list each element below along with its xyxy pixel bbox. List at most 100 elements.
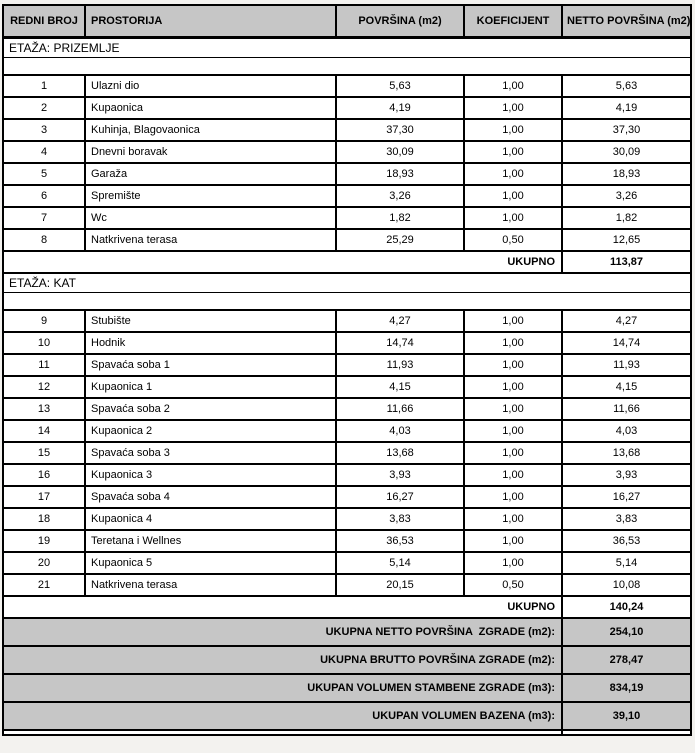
table-row: 1 Ulazni dio 5,63 1,00 5,63 [2,74,692,98]
area-cell: 3,83 [335,507,465,531]
row-number-cell: 16 [2,463,86,487]
table-row: 6 Spremište 3,26 1,00 3,26 [2,184,692,208]
table-row: 4 Dnevni boravak 30,09 1,00 30,09 [2,140,692,164]
area-table: REDNI BROJ PROSTORIJA POVRŠINA (m2) KOEF… [2,4,692,736]
coefficient-cell: 1,00 [463,74,563,98]
net-area-cell: 3,83 [561,507,692,531]
row-number-cell: 21 [2,573,86,597]
table-row: 9 Stubište 4,27 1,00 4,27 [2,309,692,333]
row-number-cell: 11 [2,353,86,377]
area-cell: 5,14 [335,551,465,575]
room-name-cell: Dnevni boravak [84,140,337,164]
area-cell: 16,27 [335,485,465,509]
summary-label: UKUPAN VOLUMEN STAMBENE ZGRADE (m3): [2,673,563,703]
spacer-row [2,292,692,311]
room-name-cell: Spavaća soba 3 [84,441,337,465]
net-area-cell: 36,53 [561,529,692,553]
table-row: 20 Kupaonica 5 5,14 1,00 5,14 [2,551,692,575]
row-number-cell: 1 [2,74,86,98]
kat-total: UKUPNO 140,24 [2,595,692,619]
section-title-prizemlje: ETAŽA: PRIZEMLJE [2,36,692,58]
total-value: 113,87 [561,250,692,274]
net-area-cell: 3,26 [561,184,692,208]
room-name-cell: Spavaća soba 1 [84,353,337,377]
table-bottom-edge [2,729,692,736]
room-name-cell: Kuhinja, Blagovaonica [84,118,337,142]
coefficient-cell: 0,50 [463,573,563,597]
summary-value: 254,10 [561,617,692,647]
room-name-cell: Kupaonica 3 [84,463,337,487]
summary-row: UKUPNA BRUTTO POVRŠINA ZGRADE (m2): 278,… [2,645,692,675]
row-number-cell: 20 [2,551,86,575]
room-name-cell: Stubište [84,309,337,333]
coefficient-cell: 1,00 [463,118,563,142]
area-cell: 13,68 [335,441,465,465]
summary-value: 39,10 [561,701,692,731]
col-header-redni-broj: REDNI BROJ [2,4,86,39]
table-row: 21 Natkrivena terasa 20,15 0,50 10,08 [2,573,692,597]
table-row: 10 Hodnik 14,74 1,00 14,74 [2,331,692,355]
coefficient-cell: 1,00 [463,441,563,465]
net-area-cell: 4,19 [561,96,692,120]
kat-rows: 9 Stubište 4,27 1,00 4,27 10 Hodnik 14,7… [2,309,692,597]
spacer-cell [2,57,692,76]
bottom-edge-cell [561,729,692,736]
area-cell: 4,19 [335,96,465,120]
row-number-cell: 9 [2,309,86,333]
area-cell: 36,53 [335,529,465,553]
col-header-netto-povrsina: NETTO POVRŠINA (m2) [561,4,692,39]
room-name-cell: Teretana i Wellnes [84,529,337,553]
area-cell: 4,03 [335,419,465,443]
section-title-kat: ETAŽA: KAT [2,272,692,293]
table-row: 17 Spavaća soba 4 16,27 1,00 16,27 [2,485,692,509]
net-area-cell: 11,66 [561,397,692,421]
total-value: 140,24 [561,595,692,619]
row-number-cell: 2 [2,96,86,120]
net-area-cell: 37,30 [561,118,692,142]
col-header-povrsina: POVRŠINA (m2) [335,4,465,39]
net-area-cell: 30,09 [561,140,692,164]
bottom-edge-cell [2,729,563,736]
table-row: 19 Teretana i Wellnes 36,53 1,00 36,53 [2,529,692,553]
coefficient-cell: 1,00 [463,397,563,421]
row-number-cell: 8 [2,228,86,252]
summary-row: UKUPAN VOLUMEN BAZENA (m3): 39,10 [2,701,692,731]
summary-label: UKUPAN VOLUMEN BAZENA (m3): [2,701,563,731]
room-name-cell: Hodnik [84,331,337,355]
section-prizemlje-header: ETAŽA: PRIZEMLJE [2,36,692,76]
table-row: 16 Kupaonica 3 3,93 1,00 3,93 [2,463,692,487]
row-number-cell: 18 [2,507,86,531]
room-name-cell: Natkrivena terasa [84,573,337,597]
bottom-edge-row [2,729,692,736]
row-number-cell: 4 [2,140,86,164]
coefficient-cell: 0,50 [463,228,563,252]
net-area-cell: 13,68 [561,441,692,465]
total-label: UKUPNO [2,595,563,619]
coefficient-cell: 1,00 [463,96,563,120]
net-area-cell: 5,14 [561,551,692,575]
net-area-cell: 18,93 [561,162,692,186]
row-number-cell: 15 [2,441,86,465]
row-number-cell: 10 [2,331,86,355]
coefficient-cell: 1,00 [463,353,563,377]
row-number-cell: 6 [2,184,86,208]
summary-value: 834,19 [561,673,692,703]
net-area-cell: 4,15 [561,375,692,399]
net-area-cell: 3,93 [561,463,692,487]
section-kat-header: ETAŽA: KAT [2,272,692,311]
room-name-cell: Spavaća soba 2 [84,397,337,421]
coefficient-cell: 1,00 [463,485,563,509]
table-row: 3 Kuhinja, Blagovaonica 37,30 1,00 37,30 [2,118,692,142]
room-name-cell: Spremište [84,184,337,208]
header-row: REDNI BROJ PROSTORIJA POVRŠINA (m2) KOEF… [2,4,692,39]
area-cell: 5,63 [335,74,465,98]
row-number-cell: 19 [2,529,86,553]
prizemlje-total-row: UKUPNO 113,87 [2,250,692,274]
net-area-cell: 4,03 [561,419,692,443]
room-name-cell: Ulazni dio [84,74,337,98]
summary-rows: UKUPNA NETTO POVRŠINA ZGRADE (m2): 254,1… [2,617,692,731]
col-header-koeficijent: KOEFICIJENT [463,4,563,39]
row-number-cell: 13 [2,397,86,421]
net-area-cell: 12,65 [561,228,692,252]
row-number-cell: 17 [2,485,86,509]
